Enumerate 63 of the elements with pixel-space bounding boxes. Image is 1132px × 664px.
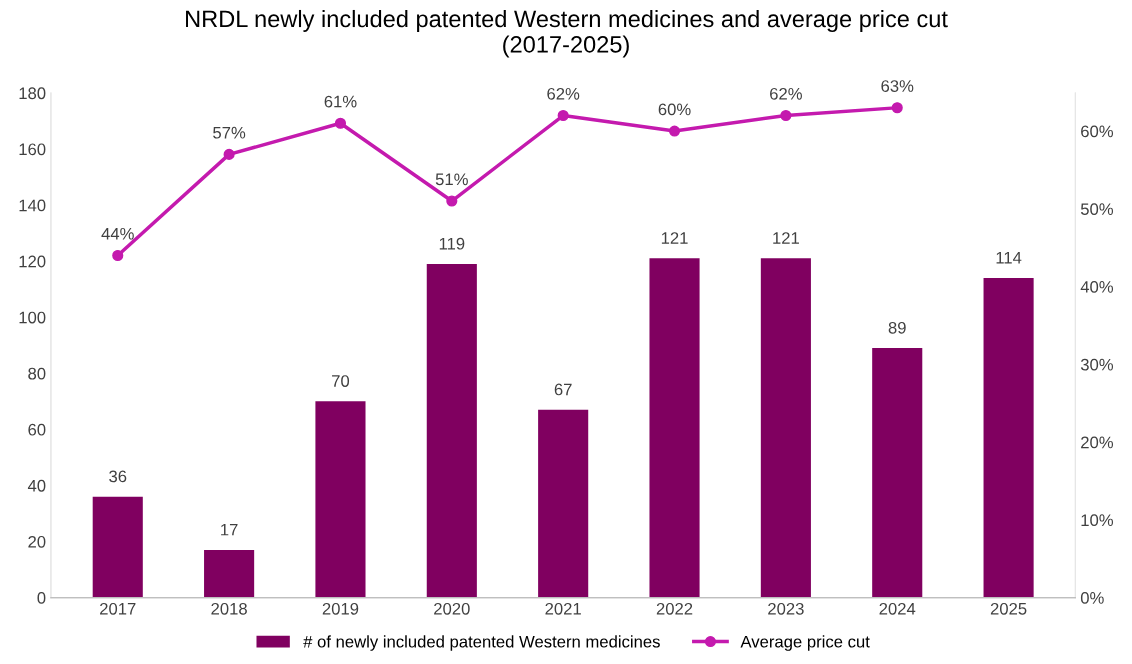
data-label: 63% [881, 80, 914, 92]
y-tick-label: 60 [28, 423, 46, 436]
x-tick-label: 2024 [879, 602, 916, 615]
data-label: 119 [439, 237, 465, 250]
bar [760, 258, 811, 598]
point [891, 102, 903, 114]
bar [872, 348, 923, 598]
x-tick-label: 2020 [434, 602, 470, 615]
point [446, 195, 458, 207]
data-label: 51% [435, 173, 468, 186]
y2-tick-label: 20% [1081, 436, 1114, 449]
bar [983, 277, 1034, 598]
data-label: 62% [770, 87, 802, 100]
bar [649, 258, 700, 598]
y-tick-label: 20 [28, 535, 46, 548]
y2-tick-label: 10% [1081, 514, 1114, 527]
y2-tick-label: 30% [1080, 358, 1114, 371]
point [112, 249, 124, 262]
y2-tick-label: 40% [1080, 280, 1114, 293]
x-tick-label: 2021 [545, 602, 581, 615]
data-label: 57% [213, 126, 246, 139]
data-label: 61% [324, 95, 357, 108]
x-tick-label: 2018 [211, 602, 247, 615]
y-tick-label: 180 [19, 87, 46, 100]
data-label: 114 [996, 251, 1022, 264]
y-tick-label: 100 [19, 311, 46, 324]
y2-tick-label: 0% [1080, 592, 1104, 604]
y-tick-label: 0 [37, 592, 46, 604]
bar [92, 496, 143, 598]
y-tick-label: 80 [28, 367, 46, 380]
x-tick-label: 2017 [100, 602, 136, 615]
data-label: 44% [101, 227, 134, 240]
legend-label: # of newly included patented Western medicines [303, 635, 660, 651]
bar [315, 401, 366, 598]
y-tick-label: 120 [19, 255, 46, 268]
x-tick-label: 2019 [322, 602, 359, 615]
y2-tick-label: 60% [1081, 125, 1114, 138]
data-label: 60% [658, 103, 691, 116]
bar [538, 409, 589, 598]
y2-tick-label: 50% [1080, 203, 1114, 216]
bar [426, 263, 477, 598]
data-label: 36 [109, 470, 127, 483]
data-label: 67 [554, 383, 572, 396]
data-label: 121 [773, 232, 799, 244]
point [557, 109, 569, 122]
chart-title: NRDL newly included patented Western medicines and average price cut (2017-2025) [186, 9, 948, 58]
y-tick-label: 160 [19, 143, 46, 156]
data-label: 121 [661, 232, 688, 244]
data-label: 17 [221, 523, 238, 536]
y-tick-label: 40 [27, 479, 46, 492]
x-tick-label: 2022 [656, 602, 693, 615]
legend-label: Average price cut [740, 635, 870, 651]
data-label: 89 [888, 321, 906, 334]
point [223, 148, 235, 160]
bar [204, 549, 255, 598]
y-tick-label: 140 [19, 199, 46, 212]
x-tick-label: 2023 [768, 602, 804, 615]
data-label: 62% [547, 87, 580, 100]
point [780, 109, 792, 122]
point [668, 125, 681, 137]
point [334, 117, 347, 129]
x-tick-label: 2025 [990, 602, 1027, 615]
data-label: 70 [332, 375, 350, 387]
